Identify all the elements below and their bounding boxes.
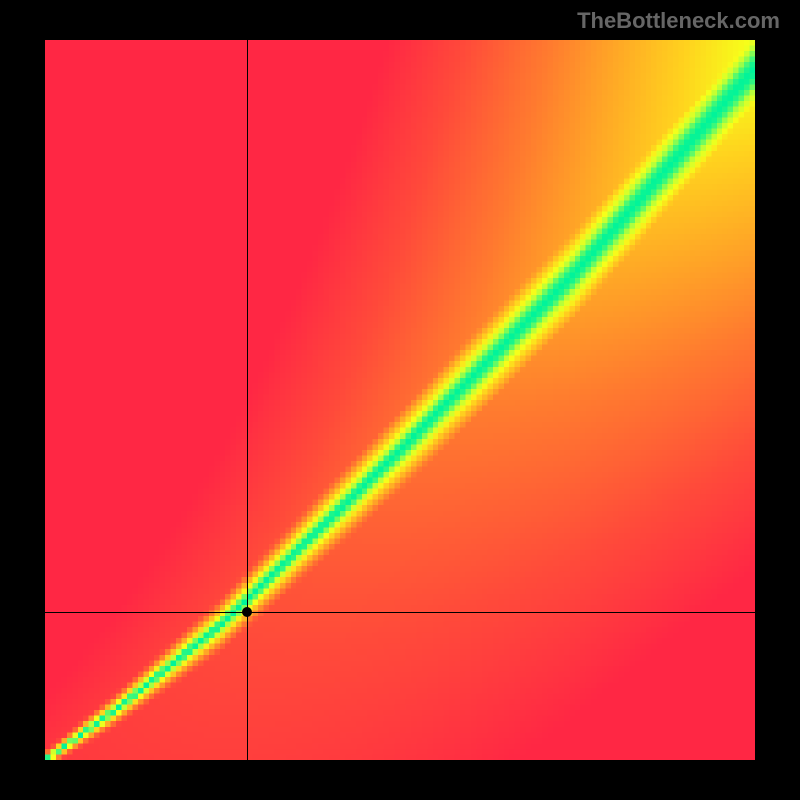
crosshair-horizontal: [45, 612, 755, 613]
crosshair-dot: [242, 607, 252, 617]
heatmap-canvas: [45, 40, 755, 760]
watermark-text: TheBottleneck.com: [577, 8, 780, 34]
heatmap-plot: [45, 40, 755, 760]
crosshair-vertical: [247, 40, 248, 760]
